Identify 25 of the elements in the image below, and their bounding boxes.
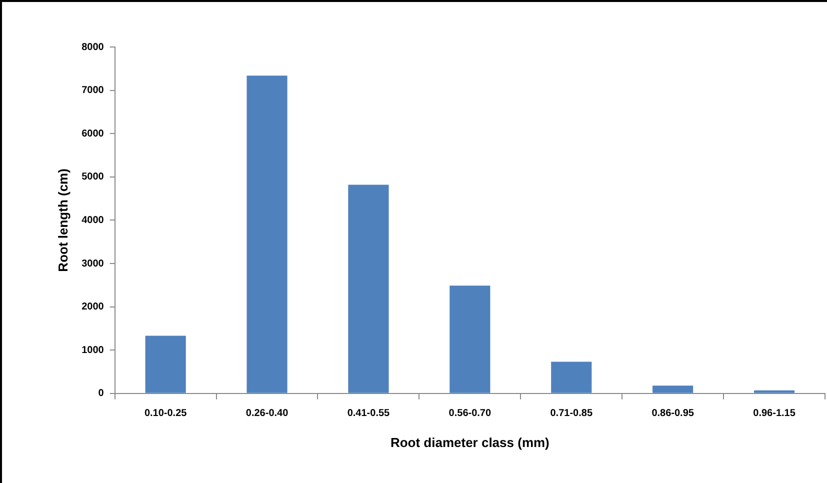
y-tick-label: 4000	[82, 214, 104, 226]
x-tick-label: 0.26-0.40	[246, 408, 289, 420]
bar	[450, 286, 490, 393]
bar	[754, 390, 795, 393]
bar	[652, 386, 694, 393]
bar	[551, 362, 592, 393]
x-tick-label: 0.56-0.70	[448, 408, 492, 420]
x-tick-label: 0.10-0.25	[144, 408, 188, 420]
y-tick-label: 3000	[82, 258, 104, 270]
y-tick-label: 2000	[82, 302, 104, 313]
x-tick-label: 0.96-1.15	[753, 408, 796, 420]
x-axis-title: Root diameter class (mm)	[390, 434, 550, 450]
bar	[348, 184, 389, 393]
x-tick-label: 0.71-0.85	[550, 408, 593, 420]
y-tick-label: 7000	[82, 85, 104, 96]
y-axis-title: Root length (cm)	[55, 168, 70, 272]
x-tick-label: 0.41-0.55	[347, 408, 390, 420]
y-tick-label: 1000	[82, 344, 104, 356]
y-tick-label: 5000	[82, 172, 104, 183]
bar	[246, 76, 288, 393]
y-tick-label: 0	[98, 388, 104, 400]
x-tick-label: 0.86-0.95	[652, 408, 694, 420]
y-tick-label: 8000	[82, 42, 104, 53]
bar	[145, 336, 186, 393]
y-tick-label: 6000	[82, 128, 104, 140]
